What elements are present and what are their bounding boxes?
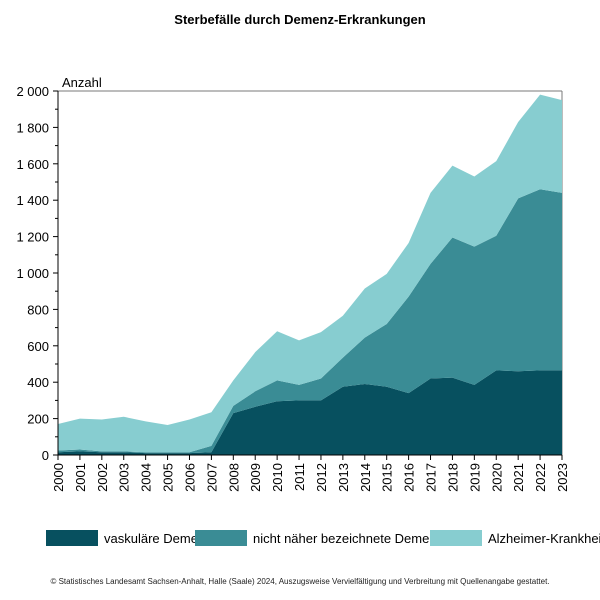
x-tick-label: 2007 — [204, 463, 219, 492]
y-tick-label: 400 — [27, 375, 49, 390]
x-tick-label: 2012 — [314, 463, 329, 492]
legend-label-nicht-naeher-bezeichnete-demenz: nicht näher bezeichnete Demenz — [253, 530, 444, 546]
y-tick-label: 200 — [27, 412, 49, 427]
area-series-nicht-naeher-bezeichnete-demenz — [58, 189, 562, 454]
y-tick-label: 2 000 — [16, 84, 49, 99]
y-tick-label: 0 — [42, 448, 49, 463]
x-tick-label: 2011 — [292, 463, 307, 491]
legend-label-alzheimer-krankheit: Alzheimer-Krankheit — [488, 530, 600, 546]
y-tick-label: 1 800 — [16, 120, 49, 135]
area-series-vaskulaere-demenz — [58, 370, 562, 455]
legend-item-vaskulaere-demenz: vaskuläre Demenz — [46, 528, 212, 548]
legend-label-vaskulaere-demenz: vaskuläre Demenz — [104, 530, 212, 546]
area-series-alzheimer-krankheit — [58, 94, 562, 453]
y-tick-label: 1 600 — [16, 157, 49, 172]
x-tick-label: 2002 — [95, 463, 110, 492]
area-series-group — [58, 94, 562, 455]
x-tick-label: 2000 — [51, 463, 66, 492]
y-axis-label: Anzahl — [62, 75, 102, 90]
legend-item-nicht-naeher-bezeichnete-demenz: nicht näher bezeichnete Demenz — [195, 528, 443, 548]
x-tick-label: 2015 — [380, 463, 395, 492]
x-tick-label: 2018 — [445, 463, 460, 492]
y-tick-label: 600 — [27, 339, 49, 354]
x-tick-label: 2009 — [248, 463, 263, 492]
y-tick-label: 1 400 — [16, 193, 49, 208]
y-tick-label: 800 — [27, 302, 49, 317]
legend-swatch-vaskulaere-demenz — [46, 530, 98, 546]
x-tick-label: 2006 — [182, 463, 197, 492]
y-tick-label: 1 200 — [16, 230, 49, 245]
x-tick-label: 2010 — [270, 463, 285, 492]
x-tick-label: 2023 — [555, 463, 570, 492]
legend-swatch-alzheimer-krankheit — [430, 530, 482, 546]
chart-title: Sterbefälle durch Demenz-Erkrankungen — [174, 12, 426, 27]
x-tick-label: 2014 — [358, 463, 373, 492]
x-tick-label: 2021 — [511, 463, 526, 492]
x-tick-label: 2004 — [139, 463, 154, 492]
legend-item-alzheimer-krankheit: Alzheimer-Krankheit — [430, 528, 600, 548]
legend-swatch-nicht-naeher-bezeichnete-demenz — [195, 530, 247, 546]
x-tick-label: 2013 — [336, 463, 351, 492]
source-footer: © Statistisches Landesamt Sachsen-Anhalt… — [50, 577, 550, 586]
x-tick-label: 2019 — [467, 463, 482, 492]
x-tick-label: 2005 — [161, 463, 176, 492]
x-tick-label: 2001 — [73, 463, 88, 492]
x-tick-label: 2022 — [533, 463, 548, 492]
x-tick-label: 2016 — [402, 463, 417, 492]
x-tick-label: 2020 — [489, 463, 504, 492]
axes-group: 0 200 400 600 800 1 000 1 200 1 400 1 600 1 800 2 … — [16, 84, 570, 492]
legend: vaskuläre Demenz nicht näher bezeichnete… — [0, 528, 600, 548]
y-tick-label: 1 000 — [16, 266, 49, 281]
x-tick-label: 2017 — [424, 463, 439, 492]
x-tick-label: 2003 — [117, 463, 132, 492]
x-tick-label: 2008 — [226, 463, 241, 492]
